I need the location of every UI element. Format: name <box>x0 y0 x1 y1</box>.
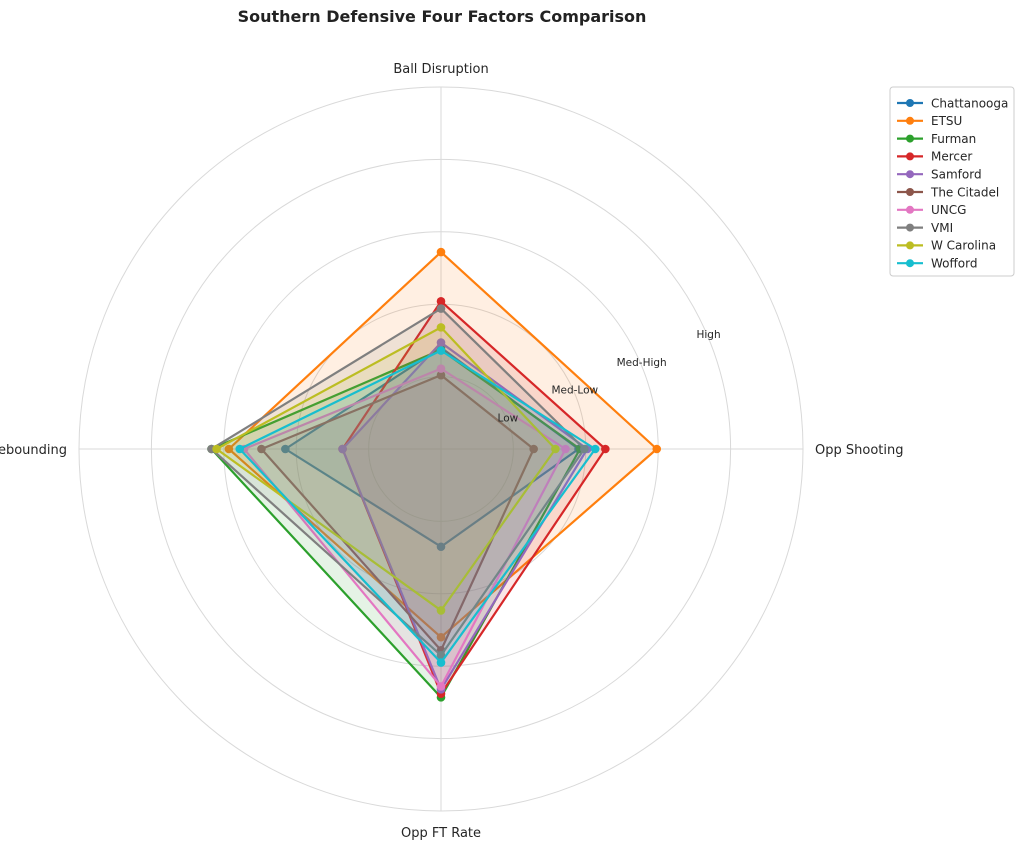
legend-item: Samford <box>897 168 982 182</box>
series-7 <box>207 304 589 660</box>
data-point <box>529 444 538 454</box>
axis-label-0: Ball Disruption <box>393 62 488 77</box>
axis-labels: Ball Disruption Opp Shooting Opp FT Rate De… <box>0 62 903 841</box>
ring-labels: Low Med-Low Med-High High <box>498 329 721 424</box>
ring-label-3: High <box>696 329 720 341</box>
legend-marker <box>906 223 914 232</box>
legend-item: ETSU <box>897 114 962 128</box>
legend-marker <box>906 188 914 196</box>
data-point <box>436 606 446 615</box>
data-point <box>436 297 446 306</box>
data-point <box>281 444 290 454</box>
data-point <box>580 444 589 454</box>
legend-item: W Carolina <box>897 239 996 253</box>
data-point <box>436 682 446 691</box>
axis-label-3: Def Rebounding <box>0 443 67 458</box>
data-point <box>436 370 446 380</box>
legend-item: Furman <box>897 132 976 146</box>
legend-label: Chattanooga <box>931 96 1008 110</box>
ring-label-2: Med-High <box>617 357 667 369</box>
data-point <box>436 247 446 257</box>
legend-item: UNCG <box>897 203 966 217</box>
legend-marker <box>906 259 914 268</box>
legend-item: Wofford <box>897 257 977 271</box>
axis-label-1: Opp Shooting <box>815 443 903 458</box>
data-point <box>436 346 446 355</box>
data-point <box>601 444 610 454</box>
legend-label: VMI <box>931 221 953 235</box>
legend-label: Wofford <box>931 257 977 271</box>
chart-title: Southern Defensive Four Factors Comparis… <box>238 7 647 26</box>
data-point <box>436 338 446 347</box>
data-point <box>436 632 446 642</box>
series-1 <box>224 247 662 642</box>
series-9 <box>235 346 600 667</box>
legend-label: Mercer <box>931 150 972 164</box>
axis-label-2: Opp FT Rate <box>401 826 481 841</box>
legend-label: Furman <box>931 132 976 146</box>
legend-marker <box>906 99 914 107</box>
data-point <box>436 651 446 660</box>
data-point <box>212 444 221 454</box>
legend-label: UNCG <box>931 203 966 217</box>
legend-label: ETSU <box>931 114 962 128</box>
legend-frame <box>889 86 1015 277</box>
legend-item: Chattanooga <box>897 96 1008 110</box>
legend-marker <box>906 205 914 214</box>
legend-marker <box>906 134 914 143</box>
legend-marker <box>906 116 914 125</box>
legend: Chattanooga ETSU Furman Mercer Samford The Ci… <box>889 86 1015 277</box>
legend-marker <box>906 170 914 179</box>
data-point <box>561 444 570 454</box>
ring-label-0: Low <box>498 412 519 424</box>
series-8 <box>212 323 560 615</box>
ring-label-1: Med-Low <box>551 385 598 397</box>
series-layer <box>207 247 662 702</box>
legend-label: W Carolina <box>931 239 996 253</box>
legend-marker <box>906 152 914 161</box>
data-point <box>338 444 347 454</box>
legend-label: Samford <box>931 168 982 182</box>
legend-marker <box>906 241 914 250</box>
data-point <box>551 444 560 454</box>
series-5 <box>257 370 538 655</box>
legend-item: VMI <box>897 221 953 235</box>
data-point <box>257 444 266 454</box>
data-point <box>590 444 600 454</box>
data-point <box>652 444 662 454</box>
data-point <box>224 444 234 454</box>
legend-label: The Citadel <box>930 185 999 199</box>
data-point <box>436 542 446 552</box>
legend-item: Mercer <box>897 150 972 164</box>
data-point <box>436 364 446 373</box>
data-point <box>436 323 446 332</box>
data-point <box>436 658 446 667</box>
legend-item: The Citadel <box>897 185 999 199</box>
data-point <box>436 304 446 313</box>
data-point <box>235 444 245 454</box>
